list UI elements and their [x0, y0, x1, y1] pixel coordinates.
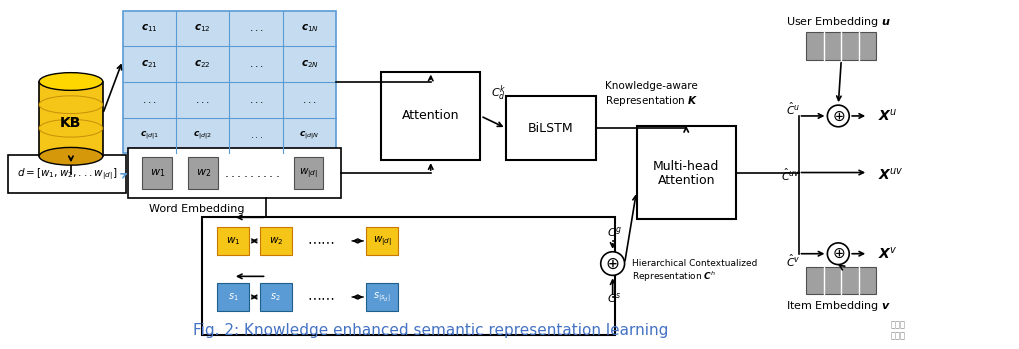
Circle shape: [827, 243, 849, 265]
Text: $...$: $...$: [249, 59, 264, 69]
Bar: [122, 11, 336, 153]
Text: $s_1$: $s_1$: [227, 291, 238, 303]
Bar: [637, 126, 736, 219]
Bar: [260, 227, 291, 255]
Text: $...$: $...$: [250, 131, 263, 140]
Text: $\hat{C}^{uv}$: $\hat{C}^{uv}$: [781, 167, 801, 183]
Text: KB: KB: [60, 116, 82, 130]
Text: $\oplus$: $\oplus$: [832, 109, 845, 124]
Text: $\cdots\cdots$: $\cdots\cdots$: [308, 234, 335, 248]
Text: Representation $\boldsymbol{K}$: Representation $\boldsymbol{K}$: [604, 94, 698, 108]
Text: $.........$: $.........$: [224, 166, 280, 179]
Text: Attention: Attention: [403, 110, 460, 122]
Text: User Embedding $\boldsymbol{u}$: User Embedding $\boldsymbol{u}$: [786, 15, 891, 29]
Circle shape: [601, 252, 625, 275]
Text: $\hat{C}^v$: $\hat{C}^v$: [786, 252, 801, 269]
Text: $w_2$: $w_2$: [269, 235, 283, 247]
Text: Word Embedding: Word Embedding: [150, 205, 245, 214]
Text: $\boldsymbol{X}^{uv}$: $\boldsymbol{X}^{uv}$: [878, 167, 904, 183]
Bar: [39, 82, 103, 156]
Text: $w_1$: $w_1$: [150, 167, 165, 179]
Text: Item Embedding $\boldsymbol{v}$: Item Embedding $\boldsymbol{v}$: [786, 299, 891, 313]
Text: Multi-head: Multi-head: [653, 160, 719, 173]
Bar: [143, 157, 172, 189]
Bar: [806, 267, 876, 294]
Text: $w_{|d|}$: $w_{|d|}$: [299, 166, 318, 180]
Bar: [8, 155, 125, 193]
Text: $\boldsymbol{c}_{22}$: $\boldsymbol{c}_{22}$: [195, 58, 211, 70]
Text: $...$: $...$: [303, 95, 317, 105]
Text: $\boldsymbol{c}_{12}$: $\boldsymbol{c}_{12}$: [195, 23, 211, 35]
Bar: [806, 32, 876, 60]
Text: $w_2$: $w_2$: [196, 167, 211, 179]
Text: $\oplus$: $\oplus$: [605, 254, 620, 273]
Ellipse shape: [39, 119, 103, 137]
Text: $w_{|d|}$: $w_{|d|}$: [373, 234, 391, 248]
Bar: [293, 157, 323, 189]
Bar: [202, 217, 614, 335]
Text: $w_1$: $w_1$: [226, 235, 240, 247]
Ellipse shape: [39, 73, 103, 90]
Bar: [127, 148, 341, 198]
Text: $\boldsymbol{c}_{|d|2}$: $\boldsymbol{c}_{|d|2}$: [194, 129, 212, 142]
Circle shape: [827, 105, 849, 127]
Text: $\boldsymbol{X}^u$: $\boldsymbol{X}^u$: [878, 108, 898, 124]
Text: 新知一
论文网: 新知一 论文网: [891, 321, 906, 340]
Bar: [381, 72, 480, 160]
Text: $...$: $...$: [249, 95, 264, 105]
Text: Representation $\boldsymbol{C}^h$: Representation $\boldsymbol{C}^h$: [632, 269, 715, 283]
Text: $\boldsymbol{c}_{2N}$: $\boldsymbol{c}_{2N}$: [301, 58, 319, 70]
Text: $\boldsymbol{c}_{1N}$: $\boldsymbol{c}_{1N}$: [301, 23, 319, 35]
Text: $...$: $...$: [142, 95, 157, 105]
Ellipse shape: [39, 147, 103, 165]
Bar: [189, 157, 218, 189]
Text: Hierarchical Contextualized: Hierarchical Contextualized: [632, 259, 757, 268]
Text: $\boldsymbol{c}_{11}$: $\boldsymbol{c}_{11}$: [141, 23, 158, 35]
Text: $\boldsymbol{c}_{|d|1}$: $\boldsymbol{c}_{|d|1}$: [140, 129, 159, 142]
Text: BiLSTM: BiLSTM: [528, 122, 574, 135]
Text: $...$: $...$: [196, 95, 210, 105]
Bar: [506, 96, 596, 160]
Text: $s_{|s_d|}$: $s_{|s_d|}$: [373, 290, 391, 304]
Text: $\oplus$: $\oplus$: [832, 246, 845, 261]
Text: $s_2$: $s_2$: [270, 291, 281, 303]
Bar: [260, 283, 291, 311]
Text: $\boldsymbol{c}_{21}$: $\boldsymbol{c}_{21}$: [141, 58, 158, 70]
Bar: [217, 283, 249, 311]
Text: Attention: Attention: [657, 174, 715, 187]
Text: $d = [w_1, w_2,... w_{|d|}]$: $d = [w_1, w_2,... w_{|d|}]$: [16, 166, 117, 182]
Text: Knowledge-aware: Knowledge-aware: [604, 81, 697, 91]
Bar: [366, 283, 398, 311]
Text: $C_d^k$: $C_d^k$: [491, 83, 506, 103]
Text: $C^s$: $C^s$: [606, 291, 622, 305]
Text: $\boldsymbol{c}_{|d|N}$: $\boldsymbol{c}_{|d|N}$: [300, 129, 320, 142]
Bar: [366, 227, 398, 255]
Ellipse shape: [39, 96, 103, 113]
Text: $...$: $...$: [249, 23, 264, 34]
Text: Fig. 2: Knowledge enhanced semantic representation learning: Fig. 2: Knowledge enhanced semantic repr…: [193, 323, 668, 338]
Text: $C^g$: $C^g$: [606, 225, 622, 239]
Bar: [217, 227, 249, 255]
Text: $\hat{C}^u$: $\hat{C}^u$: [786, 101, 801, 117]
Text: $\boldsymbol{X}^v$: $\boldsymbol{X}^v$: [878, 246, 898, 262]
Text: $\cdots\cdots$: $\cdots\cdots$: [308, 290, 335, 304]
